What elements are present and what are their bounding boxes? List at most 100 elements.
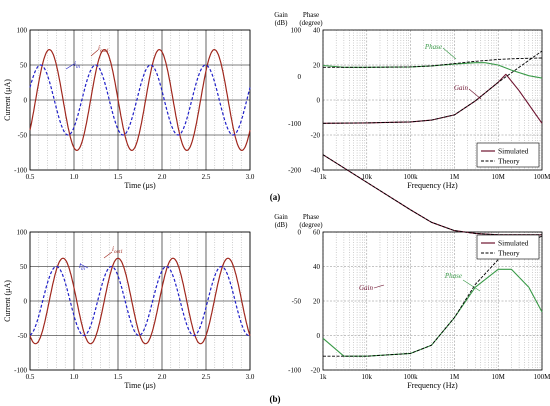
a-time-x-tick-label: 2.0 <box>158 173 167 181</box>
b-freq-legend-box <box>476 234 540 260</box>
a-time-annotation-leader <box>65 63 75 70</box>
b-freq-x-tick-label: 1M <box>450 373 461 381</box>
a-freq-phase-tick-label: -200 <box>288 167 301 175</box>
a-freq-gain-axis-label: (dB) <box>275 19 289 27</box>
a-freq-series-gain-theory <box>322 50 543 124</box>
b-freq-phase-tick-label: -50 <box>292 298 302 306</box>
b-freq-x-axis-label: Frequency (Hz) <box>407 381 458 390</box>
b-time-y-tick-label: 0 <box>24 298 28 306</box>
a-time-annotation-i-out1: iout1 <box>98 44 109 54</box>
a-freq-annotation-leader <box>442 47 457 60</box>
a-freq-plot-frame <box>322 29 543 171</box>
a-freq-series-phase <box>322 62 543 79</box>
b-time-series-i-out1 <box>29 257 251 345</box>
a-freq-gain-tick-label: 20 <box>313 62 321 70</box>
a-time-annotation-leader <box>90 49 99 57</box>
chart-b-time-domain: 0.5 1.0 1.5 2.0 2.5 3.0 100 50 0 -50 -100 Time (μs)… <box>3 229 255 391</box>
b-time-y-tick-label: -100 <box>14 367 27 375</box>
a-time-series-i-out1 <box>29 48 251 152</box>
a-freq-annotation-gain: Gain <box>454 84 469 92</box>
a-freq-x-tick-label: 1k <box>320 173 328 181</box>
b-freq-annotation-leader <box>462 279 481 292</box>
b-freq-series-phase <box>322 268 543 357</box>
b-freq-gain-tick-label: 20 <box>313 298 321 306</box>
b-freq-annotation-leader <box>373 284 385 289</box>
b-time-x-tick-label: 1.0 <box>70 373 79 381</box>
a-freq-gain-tick-label: 0 <box>317 97 321 105</box>
a-freq-legend-simulated: Simulated <box>498 147 529 156</box>
a-freq-gain-tick-label: -20 <box>311 132 321 140</box>
a-freq-x-tick-label: 1M <box>450 173 461 181</box>
b-freq-gain-tick-label: 0 <box>317 332 321 340</box>
a-time-series-i-in <box>29 64 251 136</box>
a-freq-phase-tick-label: 0 <box>298 73 302 81</box>
a-freq-gain-tick-label: -40 <box>311 167 321 175</box>
b-time-x-tick-label: 2.0 <box>158 373 167 381</box>
a-time-y-tick-label: 100 <box>17 27 28 35</box>
b-freq-phase-axis-label: Phase <box>303 213 319 221</box>
chart-b-frequency-response: 1k 10k 100k 1M 10M 100M6040200-200-50-100Gain… <box>274 154 550 390</box>
chart-a-time-domain: 0.5 1.0 1.5 2.0 2.5 3.0 100 50 0 -50 -100 Time (μs)… <box>3 27 255 191</box>
b-freq-gain-axis-label: Gain <box>274 213 288 221</box>
b-time-annotation-leader <box>103 251 113 259</box>
a-freq-x-axis-label: Frequency (Hz) <box>407 181 458 190</box>
b-freq-x-tick-label: 10M <box>492 373 506 381</box>
b-freq-phase-tick-label: -100 <box>288 367 301 375</box>
b-time-series-i-in <box>29 265 251 337</box>
b-time-x-tick-label: 2.5 <box>202 373 211 381</box>
a-time-x-tick-label: 0.5 <box>26 173 35 181</box>
chart-a-frequency-response: 1k 10k 100k 1M 10M 100M 40 20 0 -20 -40 100 0 -100 -20… <box>274 11 550 190</box>
b-freq-series-gain-theory <box>322 154 542 236</box>
a-time-x-tick-label: 1.5 <box>114 173 123 181</box>
b-freq-gain-axis-label: (dB) <box>275 221 289 229</box>
b-freq-gain-tick-label: 60 <box>313 229 321 237</box>
a-time-x-axis-label: Time (μs) <box>124 181 156 190</box>
b-freq-x-tick-label: 100k <box>404 373 419 381</box>
b-time-annotation-i-in: iin <box>79 262 85 272</box>
b-time-y-tick-label: 50 <box>20 263 28 271</box>
b-time-x-tick-label: 0.5 <box>26 373 35 381</box>
a-time-y-tick-label: 0 <box>24 97 28 105</box>
a-freq-annotation-leader <box>468 88 482 100</box>
b-time-annotation-leader <box>79 263 89 269</box>
b-freq-annotation-gain: Gain <box>359 284 374 292</box>
a-freq-x-tick-label: 10k <box>362 173 373 181</box>
b-freq-x-tick-label: 10k <box>362 373 373 381</box>
panel-label-a: (a) <box>270 192 281 202</box>
b-time-y-tick-label: 100 <box>17 229 28 237</box>
b-freq-x-tick-label: 100M <box>534 373 550 381</box>
a-time-x-tick-label: 2.5 <box>202 173 211 181</box>
a-freq-series-gain <box>322 73 543 124</box>
a-freq-legend-box <box>476 142 540 168</box>
a-freq-legend-theory: Theory <box>498 157 520 166</box>
a-freq-x-tick-label: 100k <box>404 173 419 181</box>
a-freq-phase-axis-label: Phase <box>303 11 319 19</box>
b-time-y-axis-label: Current (μA) <box>3 280 12 322</box>
a-freq-x-tick-label: 100M <box>534 173 550 181</box>
a-freq-phase-tick-label: -100 <box>288 120 301 128</box>
a-time-x-tick-label: 3.0 <box>246 173 255 181</box>
b-freq-x-tick-label: 1k <box>320 373 328 381</box>
a-time-y-axis-label: Current (μA) <box>3 79 12 121</box>
b-time-annotation-i-out1: iout1 <box>112 245 123 255</box>
a-time-y-tick-label: -50 <box>18 132 28 140</box>
panel-label-b: (b) <box>270 394 281 404</box>
a-freq-phase-axis-label: (degree) <box>299 19 323 27</box>
b-freq-legend-theory: Theory <box>498 249 520 258</box>
b-freq-gain-tick-label: -20 <box>311 367 321 375</box>
b-time-y-tick-label: -50 <box>18 332 28 340</box>
b-time-x-axis-label: Time (μs) <box>124 381 156 390</box>
b-time-x-tick-label: 1.5 <box>114 373 123 381</box>
a-time-y-tick-label: 50 <box>20 62 28 70</box>
a-freq-series-phase-theory <box>323 57 543 68</box>
a-time-plot-frame <box>29 29 251 171</box>
b-freq-plot-frame <box>322 231 543 371</box>
b-freq-phase-axis-label: (degree) <box>299 221 323 229</box>
a-freq-phase-tick-label: 100 <box>291 27 302 35</box>
a-freq-gain-axis-label: Gain <box>274 11 288 19</box>
b-freq-phase-tick-label: 0 <box>298 229 302 237</box>
b-freq-annotation-phase: Phase <box>444 272 462 280</box>
a-freq-gain-tick-label: 40 <box>313 27 321 35</box>
a-time-x-tick-label: 1.0 <box>70 173 79 181</box>
